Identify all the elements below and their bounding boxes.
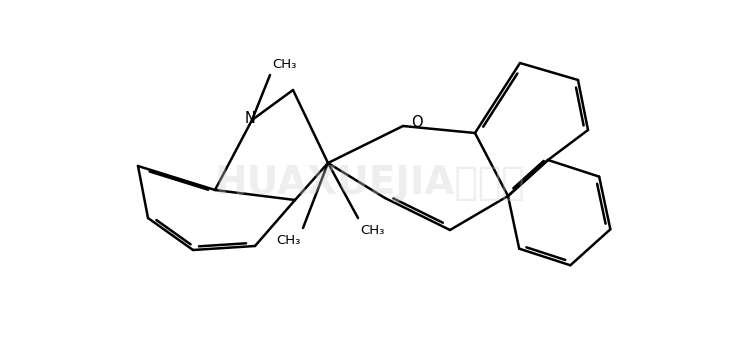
Text: HUAXUEJIA化学加: HUAXUEJIA化学加: [215, 164, 525, 202]
Text: CH₃: CH₃: [272, 58, 296, 71]
Text: O: O: [411, 115, 422, 130]
Text: CH₃: CH₃: [276, 234, 301, 247]
Text: CH₃: CH₃: [360, 224, 385, 237]
Text: N: N: [245, 111, 256, 126]
